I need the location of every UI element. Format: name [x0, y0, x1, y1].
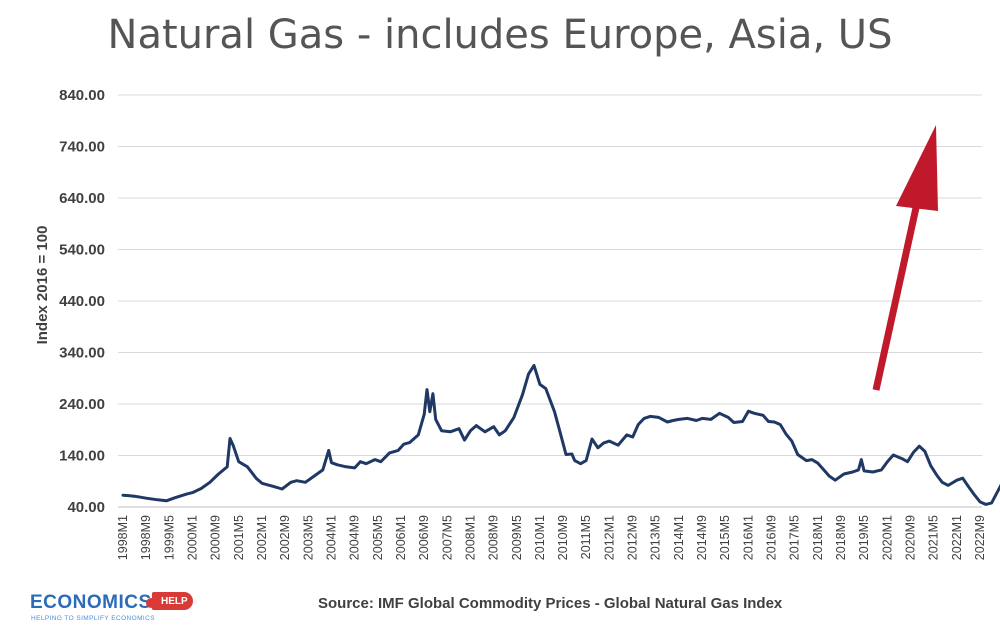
- y-tick-label: 540.00: [59, 242, 105, 259]
- x-tick-label: 2020M1: [880, 515, 894, 560]
- x-tick-label: 2020M9: [904, 515, 918, 560]
- x-tick-label: 2009M5: [510, 515, 524, 560]
- x-tick-label: 2016M9: [765, 515, 779, 560]
- y-tick-label: 40.00: [67, 499, 105, 516]
- x-tick-label: 1999M5: [162, 515, 176, 560]
- x-tick-label: 2013M5: [649, 515, 663, 560]
- y-tick-label: 840.00: [59, 87, 105, 104]
- x-tick-label: 2014M1: [672, 515, 686, 560]
- x-tick-label: 2014M9: [695, 515, 709, 560]
- trend-arrow-head: [896, 125, 938, 211]
- x-tick-label: 2017M5: [788, 515, 802, 560]
- x-tick-label: 2012M9: [626, 515, 640, 560]
- x-tick-label: 2010M1: [533, 515, 547, 560]
- x-tick-label: 2000M9: [209, 515, 223, 560]
- x-tick-label: 2015M5: [718, 515, 732, 560]
- x-tick-label: 2018M9: [834, 515, 848, 560]
- y-tick-label: 440.00: [59, 293, 105, 310]
- x-tick-label: 2004M9: [348, 515, 362, 560]
- y-axis-ticks: 40.00 140.00 240.00 340.00 440.00 540.00 640.0…: [59, 87, 105, 516]
- y-tick-label: 640.00: [59, 190, 105, 207]
- source-note: Source: IMF Global Commodity Prices - Gl…: [318, 595, 783, 612]
- x-tick-label: 2000M1: [185, 515, 199, 560]
- logo-tagline: HELPING TO SIMPLIFY ECONOMICS: [31, 615, 155, 622]
- x-tick-label: 2006M9: [417, 515, 431, 560]
- logo-word: ECONOMICS: [30, 592, 152, 613]
- y-tick-label: 340.00: [59, 345, 105, 362]
- x-tick-label: 2011M5: [579, 515, 593, 559]
- x-tick-label: 2006M1: [394, 515, 408, 560]
- x-tick-label: 2010M9: [556, 515, 570, 560]
- trend-arrow-shaft: [872, 184, 925, 391]
- x-tick-label: 2022M1: [950, 515, 964, 560]
- y-tick-label: 140.00: [59, 448, 105, 465]
- x-axis-ticks: 1998M1 1998M9 1999M5 2000M1 2000M9 2001M5 2002…: [116, 515, 987, 560]
- x-tick-label: 2016M1: [741, 515, 755, 560]
- x-tick-label: 2002M1: [255, 515, 269, 560]
- x-tick-label: 2018M1: [811, 515, 825, 560]
- chart-title: Natural Gas - includes Europe, Asia, US: [107, 12, 893, 58]
- x-tick-label: 2022M9: [973, 515, 987, 560]
- x-tick-label: 2012M1: [602, 515, 616, 560]
- x-tick-label: 2001M5: [232, 515, 246, 560]
- x-tick-label: 2007M5: [440, 515, 454, 560]
- x-tick-label: 2019M5: [857, 515, 871, 560]
- x-tick-label: 2003M5: [301, 515, 315, 560]
- x-tick-label: 2002M9: [278, 515, 292, 560]
- x-tick-label: 2004M1: [324, 515, 338, 560]
- x-tick-label: 2008M1: [463, 515, 477, 560]
- series-line: [121, 363, 1000, 506]
- x-tick-label: 1998M9: [139, 515, 153, 560]
- x-tick-label: 2005M5: [371, 515, 385, 560]
- annotation-layer: [872, 125, 938, 391]
- y-axis-label: Index 2016 = 100: [34, 226, 51, 345]
- series-layer: [121, 363, 1000, 506]
- y-tick-label: 240.00: [59, 396, 105, 413]
- x-tick-label: 2008M9: [487, 515, 501, 560]
- y-tick-label: 740.00: [59, 139, 105, 156]
- x-tick-label: 1998M1: [116, 515, 130, 560]
- x-tick-label: 2021M5: [927, 515, 941, 560]
- logo-badge: HELP: [146, 592, 193, 610]
